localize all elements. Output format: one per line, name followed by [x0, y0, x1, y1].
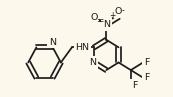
- Text: =: =: [97, 16, 104, 25]
- Text: +: +: [109, 11, 115, 20]
- Text: N: N: [103, 20, 110, 29]
- Text: N: N: [49, 38, 56, 47]
- Text: F: F: [144, 73, 149, 82]
- Text: F: F: [132, 81, 137, 90]
- Text: O: O: [90, 13, 98, 22]
- Text: F: F: [144, 58, 149, 67]
- Text: -: -: [121, 6, 124, 15]
- Text: O: O: [115, 7, 122, 16]
- Text: HN: HN: [75, 43, 89, 52]
- Text: N: N: [89, 58, 96, 67]
